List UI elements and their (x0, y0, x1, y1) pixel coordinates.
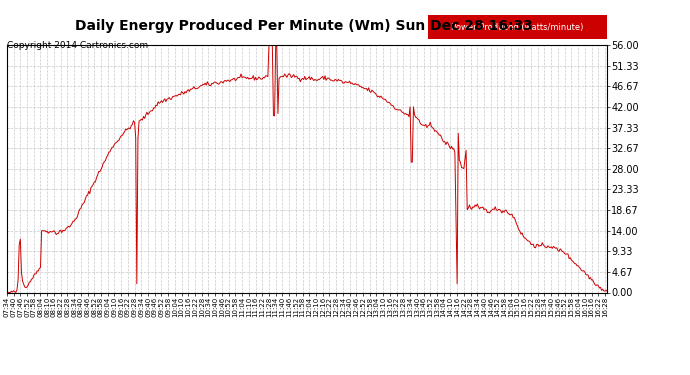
Text: Daily Energy Produced Per Minute (Wm) Sun Dec 28 16:33: Daily Energy Produced Per Minute (Wm) Su… (75, 19, 533, 33)
Text: Power Produced (watts/minute): Power Produced (watts/minute) (451, 22, 584, 32)
Text: Copyright 2014 Cartronics.com: Copyright 2014 Cartronics.com (7, 41, 148, 50)
